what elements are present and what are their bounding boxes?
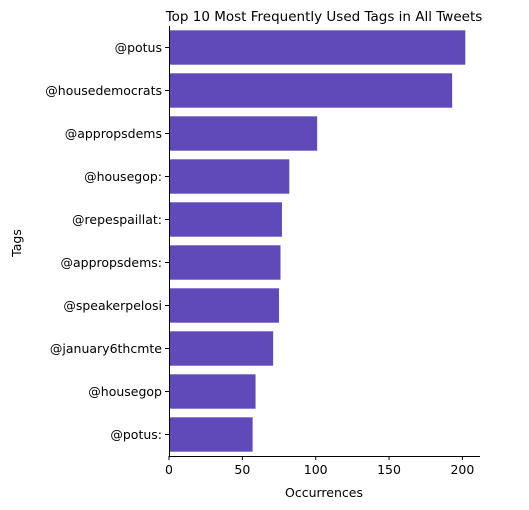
x-tick-label: 200	[450, 462, 474, 477]
y-tick-label: @housegop:	[84, 169, 162, 184]
x-tick-label: 100	[304, 462, 328, 477]
y-tick-label: @appropsdems	[65, 126, 162, 141]
bar	[169, 331, 274, 366]
y-tick-label: @housedemocrats	[45, 83, 162, 98]
bar	[169, 417, 253, 452]
x-tick-label: 50	[234, 462, 250, 477]
bar	[169, 245, 281, 280]
x-tick-label: 150	[377, 462, 401, 477]
bar	[169, 202, 282, 237]
bar	[169, 73, 453, 108]
y-tick-label: @housegop	[88, 384, 162, 399]
bar	[169, 288, 280, 323]
x-tick-label: 0	[165, 462, 173, 477]
bar	[169, 374, 256, 409]
y-tick-label: @potus	[115, 40, 162, 55]
bar	[169, 30, 466, 65]
y-tick-labels: @potus @housedemocrats @appropsdems @houseg…	[45, 40, 169, 442]
bar	[169, 159, 290, 194]
chart-title: Top 10 Most Frequently Used Tags in All …	[165, 9, 483, 25]
y-tick-label: @appropsdems:	[60, 255, 162, 270]
x-ticks: 0 50 100 150 200	[165, 456, 474, 477]
y-tick-label: @speakerpelosi	[63, 298, 162, 313]
bars-group	[169, 30, 466, 452]
y-tick-label: @january6thcmte	[50, 341, 162, 356]
y-tick-label: @repespaillat:	[72, 212, 162, 227]
y-axis-label: Tags	[9, 229, 24, 258]
x-axis-label: Occurrences	[285, 485, 363, 500]
y-tick-label: @potus:	[110, 427, 162, 442]
bar	[169, 116, 318, 151]
